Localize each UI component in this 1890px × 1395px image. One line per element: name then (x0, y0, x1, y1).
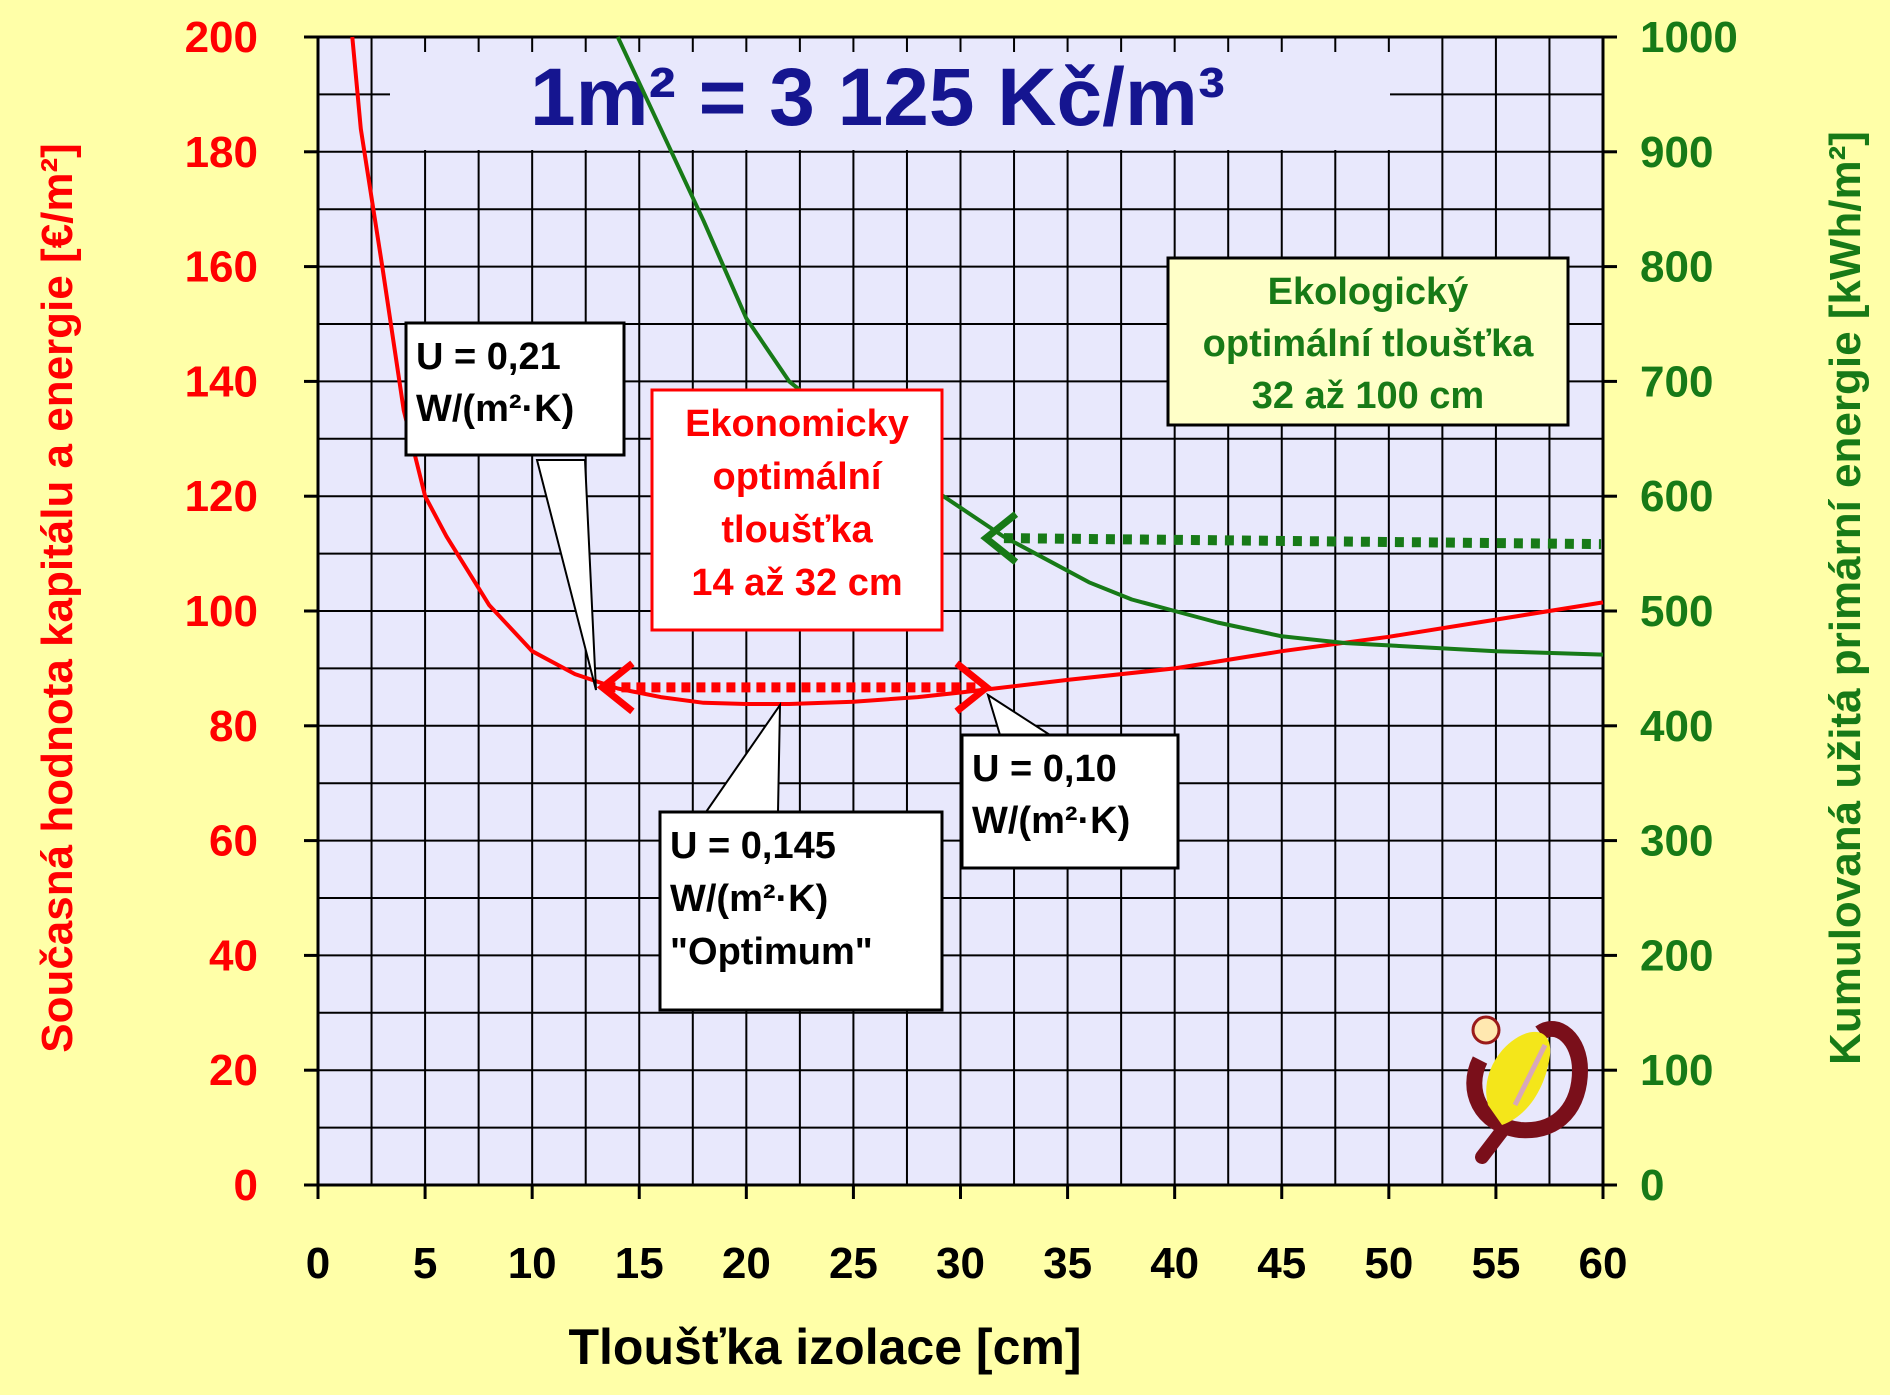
callout-u010-line: W/(m²·K) (972, 800, 1130, 842)
callout-u021-line: U = 0,21 (416, 336, 561, 378)
x-tick-label: 45 (1257, 1239, 1306, 1288)
callout-economic-line: 14 až 32 cm (691, 562, 902, 604)
y-axis-right-label: Kumulovaná užitá primární energie [kWh/m… (1821, 131, 1870, 1065)
economic-range-arrow-right (954, 660, 993, 715)
callout-economic-line: tloušťka (721, 509, 873, 551)
y-left-tick-label: 120 (185, 472, 258, 521)
y-right-tick-label: 0 (1640, 1161, 1664, 1210)
chart-title: 1m² = 3 125 Kč/m³ (530, 52, 1225, 143)
callout-ecological-line: Ekologický (1268, 271, 1469, 313)
logo (1466, 1015, 1589, 1164)
ecological-range-arrow (980, 511, 1019, 565)
title-background (390, 52, 1390, 150)
y-left-tick-label: 200 (185, 13, 258, 62)
x-tick-label: 10 (508, 1239, 557, 1288)
y-right-tick-label: 500 (1640, 587, 1713, 636)
x-tick-label: 5 (413, 1239, 437, 1288)
callout-u021-line: W/(m²·K) (416, 388, 574, 430)
y-right-tick-label: 1000 (1640, 13, 1738, 62)
callout-u0145: U = 0,145 W/(m²·K) "Optimum" (658, 810, 944, 1012)
ecological-range-line (1003, 533, 1602, 550)
y-right-tick-label: 100 (1640, 1046, 1713, 1095)
series-line-energy (615, 36, 1604, 657)
y-left-tick-label: 180 (185, 128, 258, 177)
x-tick-label: 50 (1364, 1239, 1413, 1288)
y-right-tick-label: 400 (1640, 702, 1713, 751)
x-tick-label: 40 (1150, 1239, 1199, 1288)
callout-u0145-line: U = 0,145 (670, 825, 836, 867)
callout-u0145-line: W/(m²·K) (670, 878, 828, 920)
economic-range-arrow-left (596, 660, 635, 715)
callout-u021-box (404, 321, 626, 457)
y-left-tick-label: 40 (209, 931, 258, 980)
callout-u010: U = 0,10 W/(m²·K) (960, 733, 1180, 870)
tick-labels: 0 5 10 15 20 25 30 35 40 45 50 55 600204060801001201… (185, 13, 1738, 1288)
callout-u021-pointer (535, 459, 597, 691)
y-right-tick-label: 900 (1640, 128, 1713, 177)
x-axis-label: Tloušťka izolace [cm] (569, 1319, 1082, 1375)
callout-u010-box (960, 733, 1180, 870)
series-line-cost (350, 36, 1604, 706)
y-left-tick-label: 80 (209, 702, 258, 751)
callout-u0145-line: "Optimum" (670, 931, 873, 973)
y-left-tick-label: 0 (234, 1161, 258, 1210)
axes (304, 35, 1617, 1199)
callout-u010-line: U = 0,10 (972, 748, 1117, 790)
x-tick-label: 15 (615, 1239, 664, 1288)
y-left-tick-label: 100 (185, 587, 258, 636)
x-tick-label: 30 (936, 1239, 985, 1288)
y-right-tick-label: 200 (1640, 931, 1713, 980)
y-right-tick-label: 600 (1640, 472, 1713, 521)
y-right-tick-label: 300 (1640, 817, 1713, 866)
y-left-tick-label: 60 (209, 817, 258, 866)
callout-ecological: Ekologický optimální tloušťka 32 až 100 cm (1166, 256, 1570, 427)
y-axis-left-label: Současná hodnota kapitálu a energie [€/m… (33, 143, 82, 1053)
callout-economic-box (650, 388, 944, 632)
x-tick-label: 35 (1043, 1239, 1092, 1288)
callout-economic-line: optimální (713, 456, 883, 498)
callout-u0145-box (658, 810, 944, 1012)
callout-economic: Ekonomicky optimální tloušťka 14 až 32 cm (650, 388, 944, 632)
x-tick-label: 0 (306, 1239, 330, 1288)
x-tick-label: 25 (829, 1239, 878, 1288)
callout-ecological-line: 32 až 100 cm (1252, 375, 1484, 417)
callout-u021: U = 0,21 W/(m²·K) (404, 321, 626, 457)
annotations: U = 0,21W/(m²·K)U = 0,10W/(m²·K)U = 0,14… (404, 256, 1602, 1012)
x-tick-label: 55 (1471, 1239, 1520, 1288)
series (350, 36, 1604, 706)
y-right-tick-label: 700 (1640, 357, 1713, 406)
y-left-tick-label: 140 (185, 357, 258, 406)
y-right-tick-label: 800 (1640, 243, 1713, 292)
grid (318, 37, 1603, 1185)
y-left-tick-label: 160 (185, 243, 258, 292)
callout-economic-line: Ekonomicky (685, 403, 909, 445)
x-tick-label: 60 (1579, 1239, 1628, 1288)
y-left-tick-label: 20 (209, 1046, 258, 1095)
callout-ecological-box (1166, 256, 1570, 427)
x-tick-label: 20 (722, 1239, 771, 1288)
callout-ecological-line: optimální tloušťka (1203, 323, 1535, 365)
